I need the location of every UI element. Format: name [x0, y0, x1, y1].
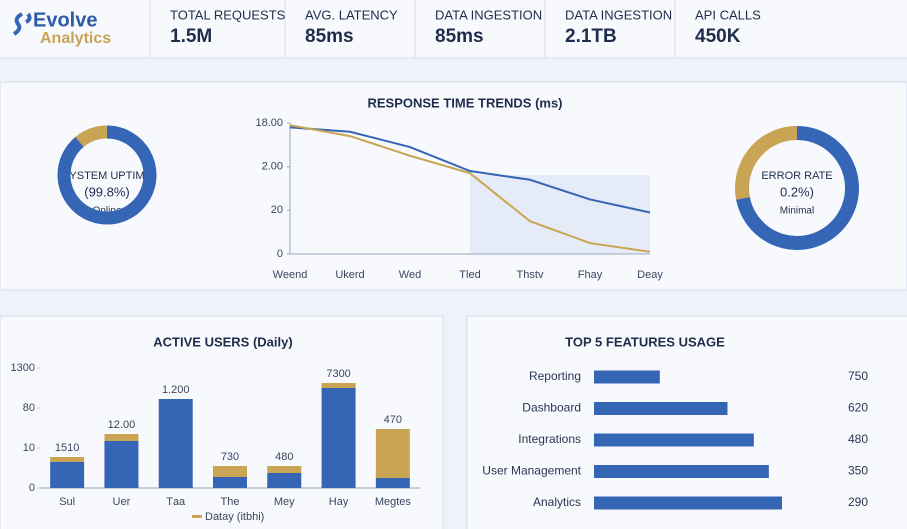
logo: Evolve Analytics	[12, 9, 111, 47]
x-tick-label: Ukerd	[335, 269, 364, 281]
category-label: Reporting	[529, 369, 581, 383]
x-tick-label: Sul	[59, 496, 75, 508]
bar-segment	[50, 457, 85, 462]
count-label: 750	[848, 369, 868, 383]
kpi-label: TOTAL REQUESTS	[170, 7, 286, 22]
bar-label: 12.00	[108, 419, 136, 431]
kpi-value: 450K	[695, 26, 741, 47]
bar	[594, 496, 782, 510]
legend-label: Datay (itbhi)	[205, 511, 264, 523]
y-tick-label: 20	[271, 204, 283, 216]
bar-segment	[321, 383, 356, 388]
y-tick-label: 1300	[11, 362, 35, 374]
bar-label: 1.200	[162, 384, 190, 396]
bar-label: 730	[221, 451, 239, 463]
bar	[594, 465, 769, 478]
kpi-row: TOTAL REQUESTS 1.5M AVG. LATENCY 85ms DATA I…	[149, 0, 761, 58]
category-label: Analytics	[533, 495, 581, 509]
x-tick-label: Thstv	[517, 269, 544, 281]
kpi-value: 1.5M	[170, 26, 212, 47]
bar-segment	[158, 399, 193, 488]
x-tick-label: Ηay	[329, 496, 349, 508]
users-title: ACTIVE USERS (Daily)	[153, 334, 292, 349]
bar	[594, 402, 728, 415]
logo-icon	[12, 12, 32, 36]
bar-segment	[104, 434, 139, 441]
bar	[594, 433, 754, 447]
donut-segment	[735, 126, 798, 200]
x-tick-label: Wed	[399, 269, 421, 281]
error-status: Minimal	[780, 206, 814, 217]
error-value: 0.2%)	[780, 184, 814, 199]
features-title: TOP 5 FEATURES USAGE	[565, 334, 725, 349]
bar-label: 1510	[55, 442, 79, 454]
bar-segment	[375, 429, 410, 478]
x-tick-label: Τaa	[166, 496, 186, 508]
y-tick-label: 18.00	[255, 117, 283, 129]
x-tick-label: Tled	[459, 269, 480, 281]
bar-segment	[213, 466, 247, 477]
bar-segment	[104, 441, 139, 488]
kpi-label: AVG. LATENCY	[305, 7, 398, 22]
y-tick-label: 10	[23, 442, 35, 454]
x-tick-label: Weend	[273, 269, 308, 281]
users-panel	[0, 315, 444, 529]
x-tick-label: The	[221, 496, 240, 508]
category-label: Dashboard	[522, 401, 581, 415]
bar-segment	[321, 388, 356, 488]
count-label: 480	[848, 432, 868, 446]
category-label: Integrations	[518, 432, 581, 446]
logo-bottom: Analytics	[40, 30, 111, 47]
line-series	[289, 126, 651, 214]
bar	[594, 370, 660, 384]
error-title: ERROR RATE	[761, 170, 832, 182]
middle-panel	[0, 81, 907, 291]
kpi-label: DATA INGESTION	[565, 7, 672, 22]
count-label: 350	[848, 464, 868, 478]
logo-top: Evolve	[33, 9, 97, 31]
x-tick-label: Mey	[274, 496, 295, 508]
bar-segment	[213, 477, 247, 488]
x-tick-label: Megtes	[375, 496, 412, 508]
x-tick-label: Deay	[637, 269, 663, 281]
bar-segment	[267, 466, 302, 473]
y-tick-label: 2.00	[262, 161, 283, 173]
bar-segment	[375, 478, 410, 488]
category-label: User Management	[482, 464, 581, 478]
shade-area	[470, 175, 650, 254]
features-panel	[466, 315, 907, 529]
y-tick-label: 0	[29, 482, 35, 494]
bar-segment	[50, 462, 85, 488]
x-tick-label: Fhay	[578, 269, 603, 281]
legend-swatch	[192, 515, 202, 518]
count-label: 620	[848, 401, 868, 415]
kpi-label: DATA INGESTION	[435, 7, 542, 22]
x-tick-label: Uer	[113, 496, 131, 508]
donut-segment	[57, 125, 157, 225]
kpi-label: API CALLS	[695, 7, 761, 22]
header-bar	[0, 0, 907, 58]
kpi-value: 85ms	[305, 26, 354, 47]
y-tick-label: 0	[277, 248, 283, 260]
bar-segment	[267, 473, 302, 488]
bar-label: 470	[384, 414, 402, 426]
bar-label: 480	[275, 451, 293, 463]
kpi-value: 2.1TB	[565, 26, 617, 47]
donut-segment	[75, 125, 108, 148]
uptime-status: Online	[93, 206, 122, 217]
donut-segment	[736, 126, 859, 250]
y-tick-label: 80	[23, 402, 35, 414]
kpi-value: 85ms	[435, 26, 484, 47]
uptime-title: SYSTEM UPTIME	[62, 170, 152, 182]
bar-label: 7300	[326, 368, 350, 380]
response-title: RESPONSE TIME TRENDS (ms)	[367, 95, 562, 110]
count-label: 290	[848, 495, 868, 509]
uptime-value: (99.8%)	[84, 184, 130, 199]
line-series	[289, 124, 651, 253]
